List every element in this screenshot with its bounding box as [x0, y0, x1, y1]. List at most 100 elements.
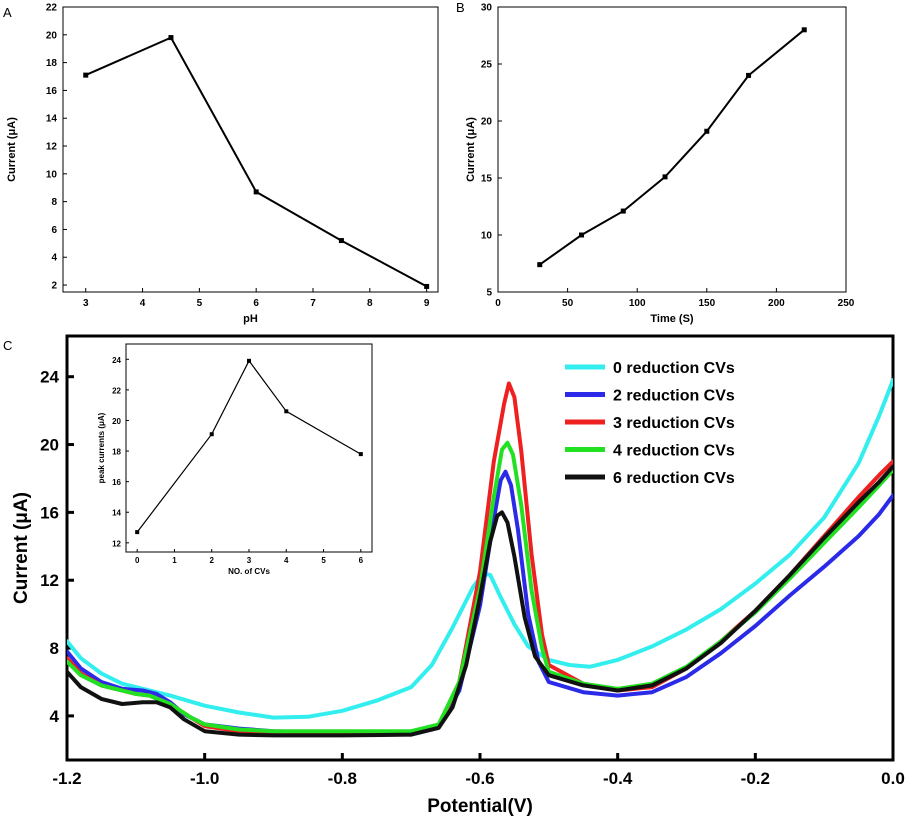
- panel-b-chart: B 0 50 100 150 200 250 5 10 15 20 25 30 Time (S) Curre…: [456, 0, 855, 325]
- y-tick-label: 2: [51, 281, 57, 292]
- y-axis-label: Current (μA): [6, 117, 18, 182]
- x-tick-label: 5: [321, 556, 326, 565]
- y-tick-label: 6: [51, 225, 57, 236]
- x-tick-label: 3: [247, 556, 252, 565]
- data-point: [620, 208, 626, 214]
- x-tick-label: 150: [698, 298, 715, 309]
- data-point: [83, 72, 89, 78]
- panel-a-chart: A 3 4 5 6 7 8 9 2 4 6 8 10 12 14 16 18 20 22 pH Current (μA): [3, 3, 439, 325]
- x-tick-label: 1: [172, 556, 177, 565]
- y-tick-label: 22: [112, 386, 121, 395]
- data-point: [746, 72, 752, 78]
- y-axis-label: Current (μA): [11, 492, 32, 604]
- data-point: [424, 283, 430, 289]
- y-tick-label: 5: [486, 288, 492, 299]
- y-tick-label: 18: [112, 448, 121, 457]
- x-axis-label: Time (S): [650, 313, 694, 325]
- legend-label-1: 2 reduction CVs: [613, 388, 735, 405]
- data-point: [579, 232, 585, 238]
- x-tick-label: 5: [197, 298, 203, 309]
- x-tick-label: 0.0: [881, 769, 905, 788]
- x-tick-label: 2: [210, 556, 215, 565]
- y-tick-label: 25: [481, 60, 493, 71]
- inset-frame: [125, 343, 373, 553]
- y-tick-label: 10: [481, 231, 493, 242]
- y-tick-label: 12: [112, 539, 121, 548]
- x-tick-label: 8: [367, 298, 373, 309]
- data-point: [704, 128, 710, 134]
- x-tick-label: 9: [424, 298, 430, 309]
- x-tick-label: 100: [629, 298, 646, 309]
- x-tick-label: 250: [838, 298, 855, 309]
- y-tick-label: 15: [481, 174, 493, 185]
- y-tick-label: 20: [40, 436, 59, 455]
- x-tick-label: -1.0: [190, 769, 219, 788]
- x-tick-label: -0.6: [465, 769, 494, 788]
- y-axis-label: peak currents (μA): [97, 412, 106, 483]
- y-tick-label: 20: [46, 30, 58, 41]
- data-point: [284, 409, 289, 414]
- y-tick-label: 18: [46, 58, 58, 69]
- data-point: [338, 238, 344, 244]
- y-tick-label: 20: [481, 117, 493, 128]
- x-tick-label: -0.8: [328, 769, 357, 788]
- data-point: [209, 432, 214, 437]
- y-tick-label: 8: [51, 197, 57, 208]
- y-tick-label: 22: [46, 3, 58, 14]
- x-tick-label: 0: [495, 298, 501, 309]
- y-tick-label: 10: [46, 169, 58, 180]
- y-tick-label: 4: [51, 253, 57, 264]
- plot-frame-a: [62, 6, 439, 293]
- x-tick-label: 0: [135, 556, 140, 565]
- x-tick-label: 50: [562, 298, 574, 309]
- series-line-4: [67, 464, 893, 738]
- data-line: [85, 36, 428, 288]
- y-tick-label: 4: [50, 707, 60, 726]
- x-tick-label: 4: [284, 556, 289, 565]
- x-tick-label: -0.2: [741, 769, 770, 788]
- y-tick-label: 20: [112, 417, 121, 426]
- x-axis-label: Potential(V): [427, 796, 533, 817]
- data-point: [253, 189, 259, 195]
- data-point: [662, 174, 668, 180]
- y-tick-label: 12: [46, 142, 58, 153]
- y-tick-label: 24: [112, 356, 121, 365]
- y-tick-label: 30: [481, 3, 493, 14]
- x-tick-label: 3: [83, 298, 89, 309]
- panel-c-chart: C-1.2 -1.0 -0.8 -0.6 -0.4 -0.2 0.04812162024Po…: [3, 334, 905, 817]
- y-tick-label: 24: [40, 368, 59, 387]
- x-tick-label: 200: [768, 298, 785, 309]
- x-tick-label: 7: [310, 298, 316, 309]
- panel-letter-a: A: [3, 5, 12, 20]
- x-tick-label: 6: [253, 298, 259, 309]
- data-point: [358, 452, 363, 457]
- legend-label-3: 4 reduction CVs: [613, 443, 735, 460]
- data-point: [168, 35, 174, 41]
- series-line-1: [67, 469, 893, 737]
- y-tick-label: 16: [112, 478, 121, 487]
- data-line: [539, 29, 805, 266]
- y-tick-label: 16: [46, 86, 58, 97]
- data-point: [537, 262, 543, 268]
- legend-label-0: 0 reduction CVs: [613, 360, 735, 377]
- plot-frame-b: [497, 6, 847, 293]
- x-tick-label: 4: [140, 298, 146, 309]
- legend-label-2: 3 reduction CVs: [613, 415, 735, 432]
- panel-letter-b: B: [456, 0, 465, 15]
- panel-letter-c: C: [3, 338, 12, 353]
- y-tick-label: 16: [40, 503, 59, 522]
- x-axis-label: pH: [243, 313, 258, 325]
- data-point: [801, 27, 807, 33]
- x-tick-label: 6: [359, 556, 364, 565]
- y-tick-label: 14: [112, 509, 121, 518]
- y-tick-label: 12: [40, 571, 59, 590]
- y-tick-label: 14: [46, 114, 58, 125]
- x-tick-label: -0.4: [603, 769, 633, 788]
- x-axis-label: NO. of CVs: [228, 567, 270, 576]
- y-axis-label: Current (μA): [465, 117, 477, 182]
- legend-label-4: 6 reduction CVs: [613, 470, 735, 487]
- data-point: [135, 530, 140, 535]
- y-tick-label: 8: [50, 639, 59, 658]
